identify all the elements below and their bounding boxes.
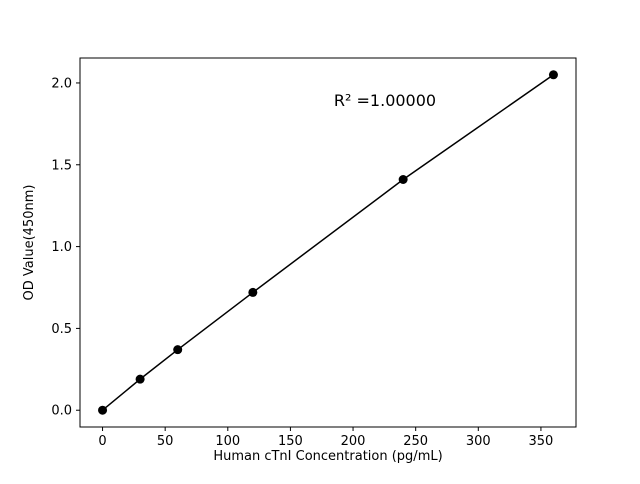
plot-border bbox=[79, 57, 577, 428]
x-tick-label: 350 bbox=[529, 434, 554, 449]
y-axis-label: OD Value(450nm) bbox=[22, 185, 37, 301]
y-tick-label: 0.5 bbox=[51, 322, 72, 337]
data-point bbox=[98, 405, 108, 415]
y-tick-label: 2.0 bbox=[51, 76, 72, 91]
chart-plot: 0 50 100 150 200 250 300 350 0.0 0.5 1.0 1.5 2.0 bbox=[51, 57, 577, 449]
y-tick-label: 1.5 bbox=[51, 158, 72, 173]
y-tick-label: 1.0 bbox=[51, 240, 72, 255]
data-point bbox=[548, 70, 558, 80]
x-tick-label: 50 bbox=[157, 434, 174, 449]
y-tick-label: 0.0 bbox=[51, 404, 72, 419]
data-point bbox=[173, 345, 183, 355]
data-point bbox=[135, 374, 145, 384]
x-tick-label: 250 bbox=[403, 434, 428, 449]
data-line bbox=[102, 74, 554, 411]
x-tick-label: 100 bbox=[215, 434, 240, 449]
x-tick-label: 150 bbox=[278, 434, 303, 449]
data-point bbox=[248, 287, 258, 297]
x-tick-label: 300 bbox=[466, 434, 491, 449]
x-tick-label: 0 bbox=[98, 434, 106, 449]
data-point bbox=[398, 175, 408, 184]
x-axis-label: Human cTnI Concentration (pg/mL) bbox=[213, 449, 442, 464]
r-squared-annotation: R² =1.00000 bbox=[334, 91, 436, 110]
x-tick-label: 200 bbox=[341, 434, 366, 449]
